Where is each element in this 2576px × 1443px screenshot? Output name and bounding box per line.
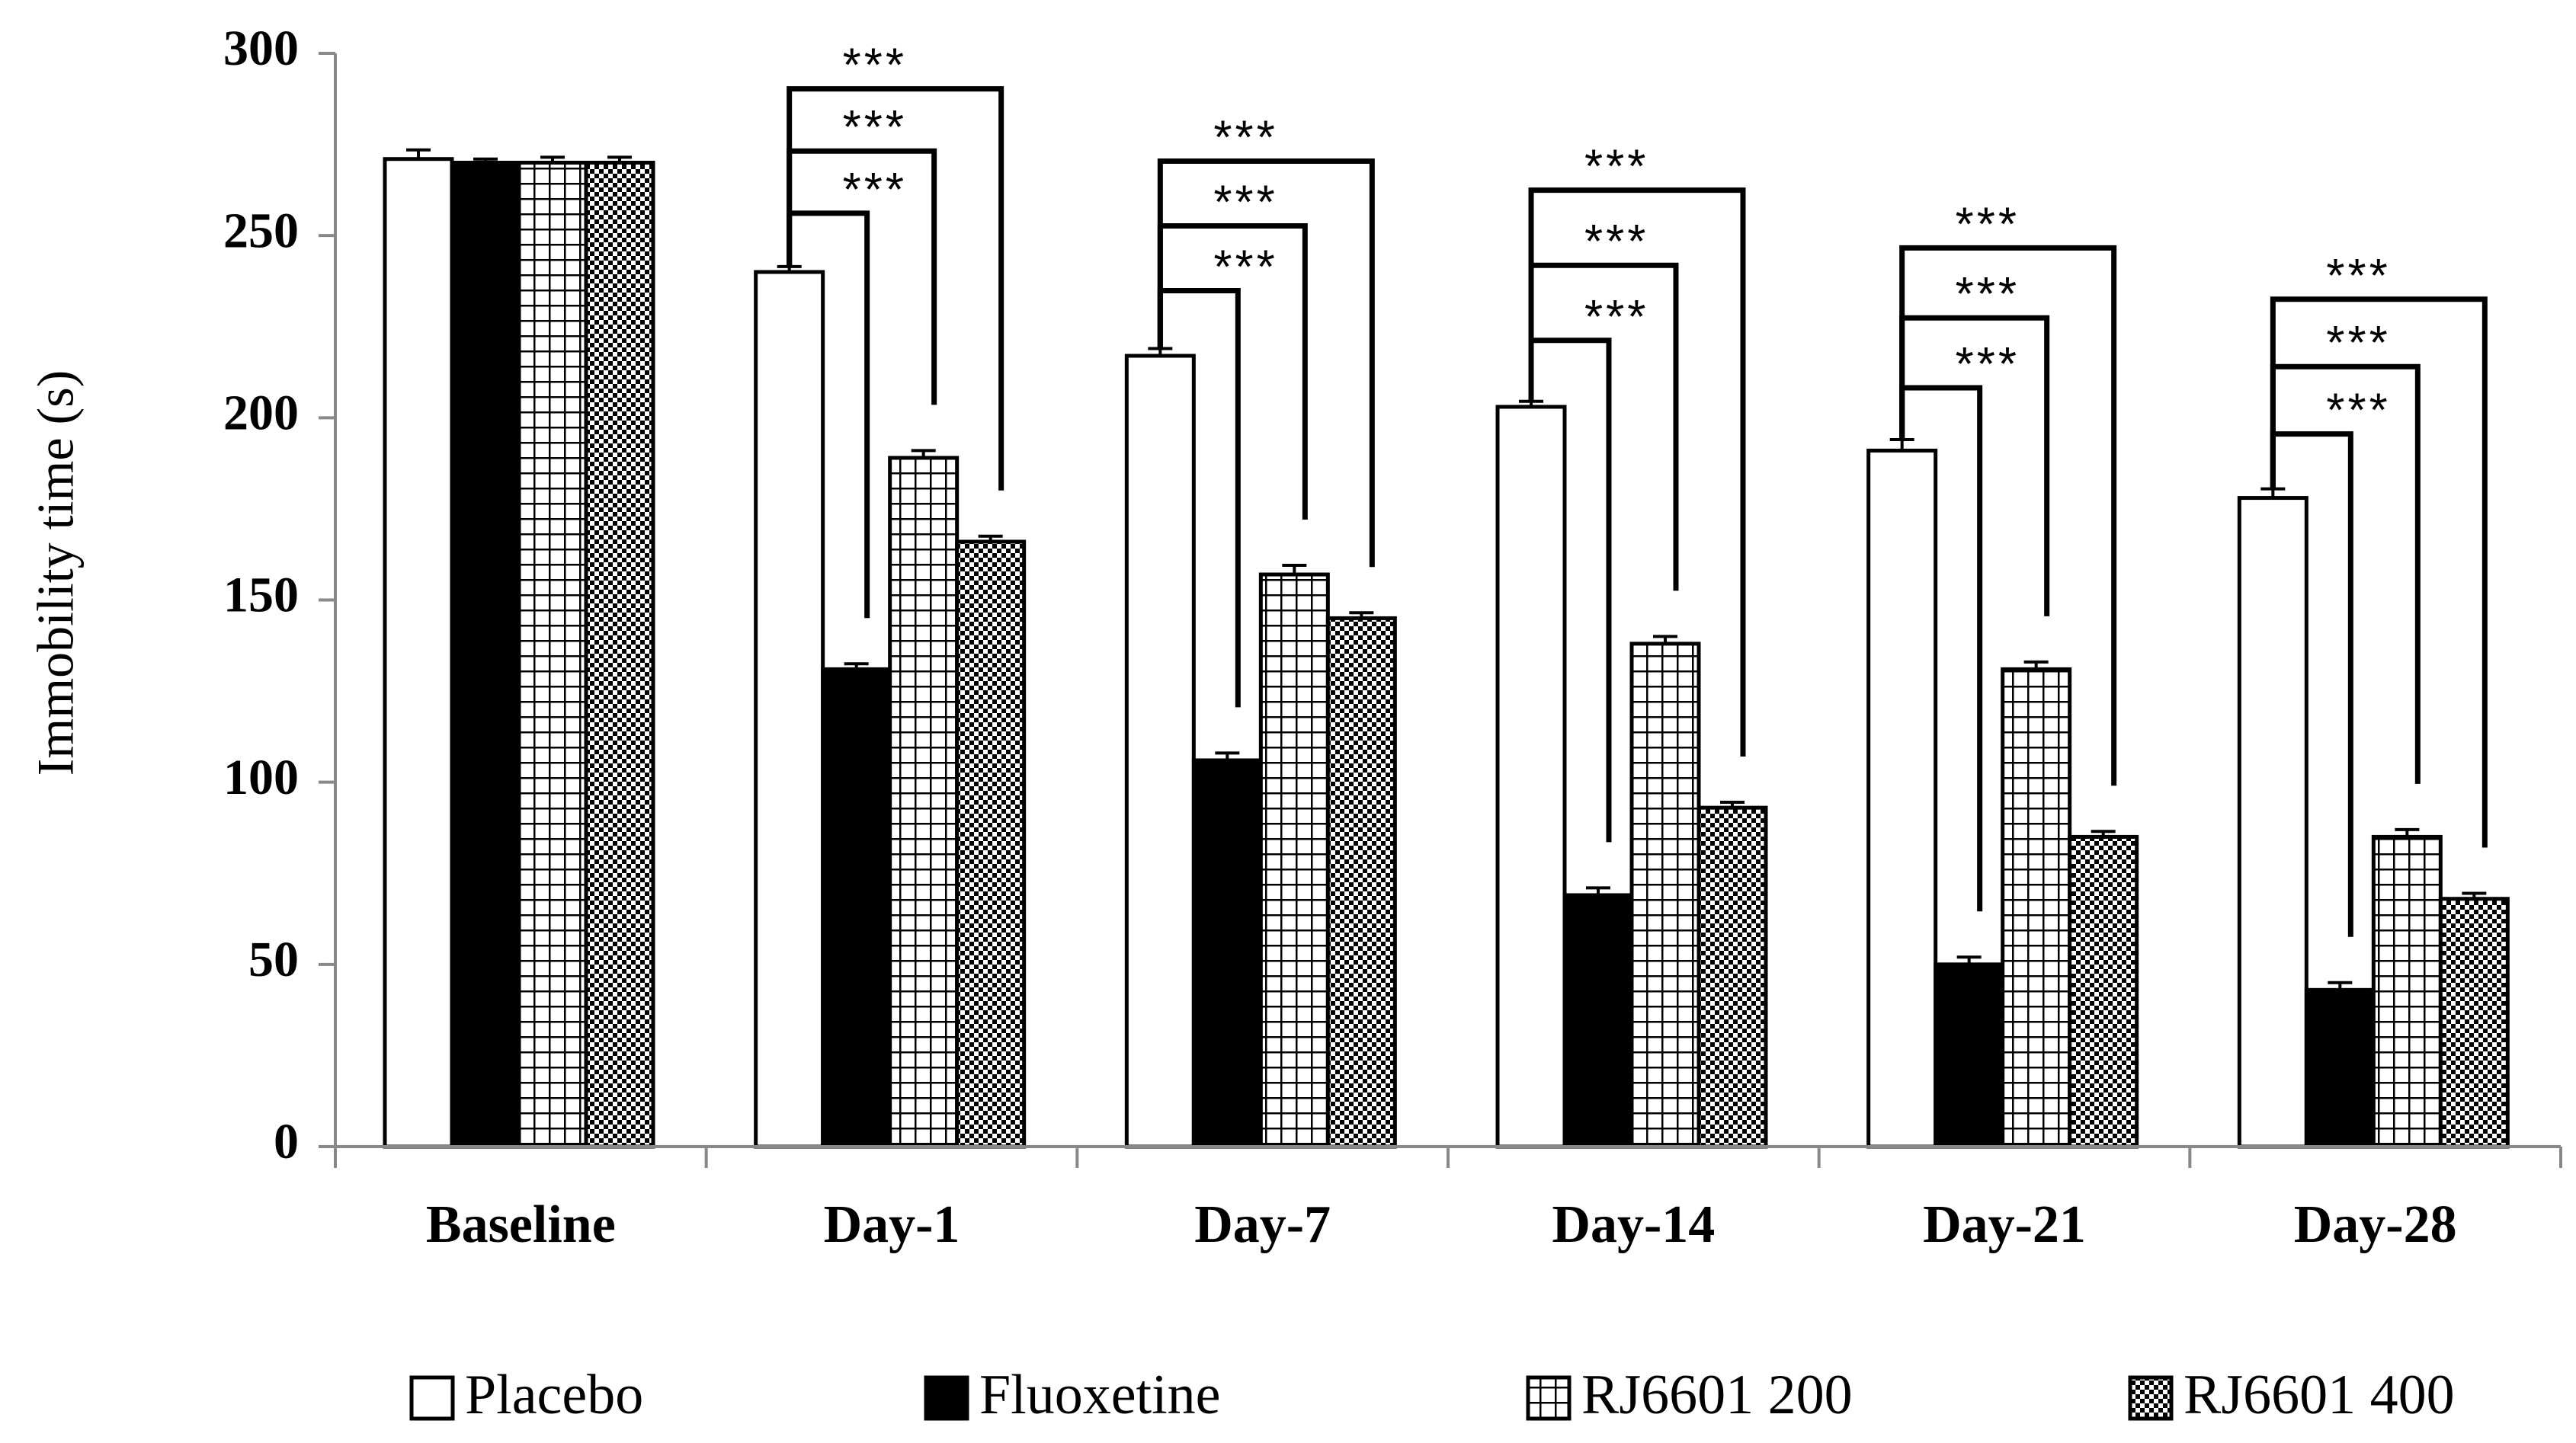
bar (2001, 667, 2072, 1149)
legend-label: RJ6601 400 (2184, 1364, 2455, 1426)
legend: Placebo Fluoxetine RJ6601 200 RJ6601 400 (409, 1364, 2455, 1426)
bar (1697, 805, 1768, 1149)
significance-bracket (2270, 296, 2488, 848)
bar (821, 667, 892, 1149)
y-tick-label: 100 (223, 750, 299, 805)
bar (450, 161, 521, 1149)
significance-label: *** (843, 101, 907, 154)
significance-bracket (1899, 245, 2117, 786)
significance-label: *** (1213, 241, 1277, 293)
bar (2304, 987, 2376, 1149)
y-tick-label: 50 (248, 932, 299, 987)
x-tick-label: Day-28 (2294, 1195, 2457, 1254)
significance-bracket (787, 86, 1004, 491)
legend-swatch (2128, 1375, 2174, 1421)
legend-label: Fluoxetine (979, 1364, 1221, 1426)
significance-label: *** (1584, 141, 1648, 194)
bar (584, 161, 655, 1149)
error-bars-layer (406, 148, 2487, 990)
bar (517, 161, 588, 1149)
bar (1934, 962, 2005, 1149)
x-tick-label: Day-7 (1194, 1195, 1331, 1254)
bar (1629, 642, 1701, 1149)
legend-swatch (924, 1375, 969, 1421)
bar (2371, 834, 2443, 1149)
significance-label: *** (2326, 317, 2390, 370)
bar (754, 270, 825, 1149)
y-tick-label: 200 (223, 385, 299, 440)
significance-bracket (1157, 158, 1375, 568)
y-tick-label: 0 (274, 1114, 299, 1169)
x-tick-label: Day-21 (1923, 1195, 2086, 1254)
axes-layer (334, 53, 2562, 1168)
bar (2237, 496, 2308, 1149)
bar (955, 539, 1027, 1149)
x-axis-labels: Baseline Day-1 Day-7 Day-14 Day-21 Day-28 (426, 1195, 2457, 1254)
legend-label: Placebo (465, 1364, 643, 1426)
significance-label: *** (843, 164, 907, 216)
significance-label: *** (1213, 176, 1277, 229)
x-tick-label: Day-14 (1552, 1195, 1715, 1254)
legend-swatch (409, 1375, 455, 1421)
bar (1325, 616, 1397, 1149)
legend-label: RJ6601 200 (1581, 1364, 1853, 1426)
y-tick-label: 150 (223, 568, 299, 623)
significance-label: *** (1956, 338, 2020, 391)
significance-label: *** (1956, 268, 2020, 321)
significance-layer: *** *** *** *** *** *** *** *** *** *** *** *** *** *… (787, 40, 2488, 937)
y-axis-label: Immobility time (s) (27, 370, 85, 776)
x-tick-label: Day-1 (824, 1195, 960, 1254)
x-tick-label: Baseline (426, 1195, 616, 1254)
significance-label: *** (2326, 385, 2390, 437)
bars-layer (383, 157, 2510, 1149)
significance-label: *** (1213, 111, 1277, 164)
bar (1866, 448, 1938, 1149)
legend-swatch (1526, 1375, 1572, 1421)
y-tick-label: 250 (223, 203, 299, 258)
bar (888, 456, 960, 1149)
bar (383, 157, 454, 1149)
significance-label: *** (1956, 198, 2020, 251)
y-tick-label: 300 (223, 21, 299, 76)
bar (1124, 354, 1196, 1149)
significance-label: *** (843, 40, 907, 92)
bar (2438, 897, 2510, 1149)
significance-label: *** (2326, 250, 2390, 302)
y-axis-ticks: 0 50 100 150 200 250 300 (223, 21, 335, 1169)
significance-bracket (1528, 187, 1746, 757)
bar (1191, 758, 1263, 1149)
bar (1562, 893, 1634, 1149)
significance-label: *** (1584, 291, 1648, 344)
bar (1258, 572, 1330, 1149)
significance-label: *** (1584, 216, 1648, 268)
bar (2068, 834, 2139, 1149)
bar (1495, 405, 1567, 1149)
